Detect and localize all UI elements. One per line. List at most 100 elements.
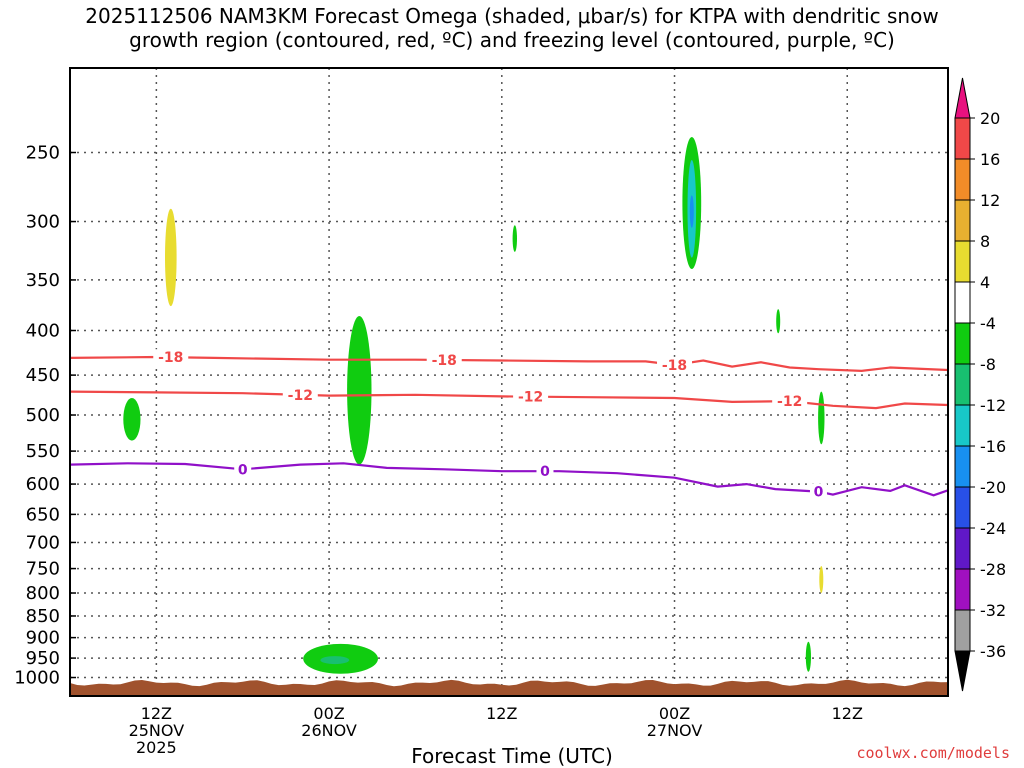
colorbar-label: -24 xyxy=(980,519,1006,538)
y-tick-label: 950 xyxy=(26,648,60,669)
colorbar-box xyxy=(954,363,971,406)
contour-line--18 xyxy=(69,355,949,373)
omega-shade xyxy=(776,309,781,334)
contour-label: -12 xyxy=(518,390,543,406)
y-tick-label: 700 xyxy=(26,532,60,553)
contour-label-bg xyxy=(513,388,549,405)
x-tick-label: 12Z xyxy=(141,704,172,723)
omega-shade xyxy=(165,208,177,307)
colorbar-box xyxy=(954,322,971,365)
y-tick-label: 800 xyxy=(26,583,60,604)
colorbar-label: -20 xyxy=(980,478,1006,497)
contour-label-bg xyxy=(536,463,554,480)
x-tick-label: 12Z xyxy=(832,704,863,723)
y-tick-label: 600 xyxy=(26,474,60,495)
colorbar-label: 16 xyxy=(980,150,1000,169)
colorbar-label: 20 xyxy=(980,109,1000,128)
y-tick-label: 250 xyxy=(26,143,60,164)
omega-shade xyxy=(805,641,812,672)
omega-shade xyxy=(347,316,372,465)
x-tick-label: 12Z xyxy=(486,704,517,723)
chart-title-line2: growth region (contoured, red, ºC) and f… xyxy=(129,28,895,52)
colorbar-box xyxy=(954,568,971,611)
contour-label: -18 xyxy=(432,353,457,369)
x-tick-label: 00Z xyxy=(659,704,690,723)
chart-title-line1: 2025112506 NAM3KM Forecast Omega (shaded… xyxy=(85,4,939,28)
contour-label-bg xyxy=(282,386,318,403)
y-tick-label: 550 xyxy=(26,441,60,462)
y-tick-label: 750 xyxy=(26,559,60,580)
contour-layer: -18 -18 -18 -12 -12 -12 0 0 0 xyxy=(69,349,949,501)
colorbar-label: 12 xyxy=(980,191,1000,210)
colorbar-bottom-triangle xyxy=(954,650,971,692)
colorbar-box xyxy=(954,404,971,447)
omega-shade xyxy=(689,195,694,228)
x-tick-label: 00Z xyxy=(313,704,344,723)
colorbar-box xyxy=(954,281,971,324)
grid-layer xyxy=(70,68,948,696)
y-tick-label: 850 xyxy=(26,606,60,627)
y-tick-label: 300 xyxy=(26,212,60,233)
terrain-layer xyxy=(70,679,948,696)
plot-frame xyxy=(69,67,949,697)
colorbar-top-triangle xyxy=(954,77,971,119)
contour-label-bg xyxy=(234,461,252,478)
contour-label: 0 xyxy=(238,462,248,478)
colorbar-box xyxy=(954,240,971,283)
contour-label: 0 xyxy=(814,485,824,501)
shaded-omega-layer xyxy=(123,137,825,674)
y-tick-labels: 2503003504004505005506006507007508008509… xyxy=(14,143,60,689)
contour-line-0 xyxy=(69,462,949,497)
colorbar-box xyxy=(954,527,971,570)
colorbar-label: -28 xyxy=(980,560,1006,579)
colorbar-label: 4 xyxy=(980,273,990,292)
y-tick-label: 500 xyxy=(26,405,60,426)
contour-label: -18 xyxy=(662,358,687,374)
contour-label-bg xyxy=(153,349,189,366)
colorbar-label: -8 xyxy=(980,355,996,374)
contour-label: 0 xyxy=(540,464,550,480)
colorbar-box xyxy=(954,609,971,652)
contour-label-bg xyxy=(772,393,808,410)
contour-label-bg xyxy=(426,351,462,368)
x-tick-label: 26NOV xyxy=(301,721,357,740)
colorbar-box xyxy=(954,199,971,242)
colorbar-box xyxy=(954,158,971,201)
colorbar-label: -4 xyxy=(980,314,996,333)
y-tick-label: 450 xyxy=(26,365,60,386)
x-tick-label: 2025 xyxy=(136,738,177,757)
colorbar-label: -32 xyxy=(980,601,1006,620)
y-tick-label: 400 xyxy=(26,321,60,342)
colorbar-label: -36 xyxy=(980,642,1006,661)
contour-label: -12 xyxy=(288,388,313,404)
colorbar-box xyxy=(954,445,971,488)
contour-label: -18 xyxy=(158,350,183,366)
contour-label-bg xyxy=(809,483,827,500)
omega-shade xyxy=(818,391,825,445)
omega-shade xyxy=(512,225,517,252)
colorbar-box xyxy=(954,117,971,160)
omega-shade xyxy=(123,398,141,441)
contour-line--12 xyxy=(69,390,949,410)
colorbar-label: -16 xyxy=(980,437,1006,456)
y-tick-label: 350 xyxy=(26,270,60,291)
terrain-fill xyxy=(70,679,948,696)
colorbar: 20 16 12 8 4 -4 -8 -12 -16 -20 -24 -28 -32 -36 xyxy=(954,77,1006,692)
y-tick-label: 900 xyxy=(26,628,60,649)
y-tick-label: 650 xyxy=(26,504,60,525)
x-axis-label: Forecast Time (UTC) xyxy=(411,744,613,768)
y-tick-label: 1000 xyxy=(14,668,60,689)
x-tick-label: 27NOV xyxy=(647,721,703,740)
x-tick-label: 25NOV xyxy=(129,721,185,740)
colorbar-label: 8 xyxy=(980,232,990,251)
credit-text: coolwx.com/models xyxy=(856,744,1010,762)
contour-label-bg xyxy=(657,356,693,373)
colorbar-label: -12 xyxy=(980,396,1006,415)
omega-shade xyxy=(320,656,350,665)
omega-shade xyxy=(819,566,824,593)
contour-label: -12 xyxy=(777,394,802,410)
colorbar-box xyxy=(954,486,971,529)
